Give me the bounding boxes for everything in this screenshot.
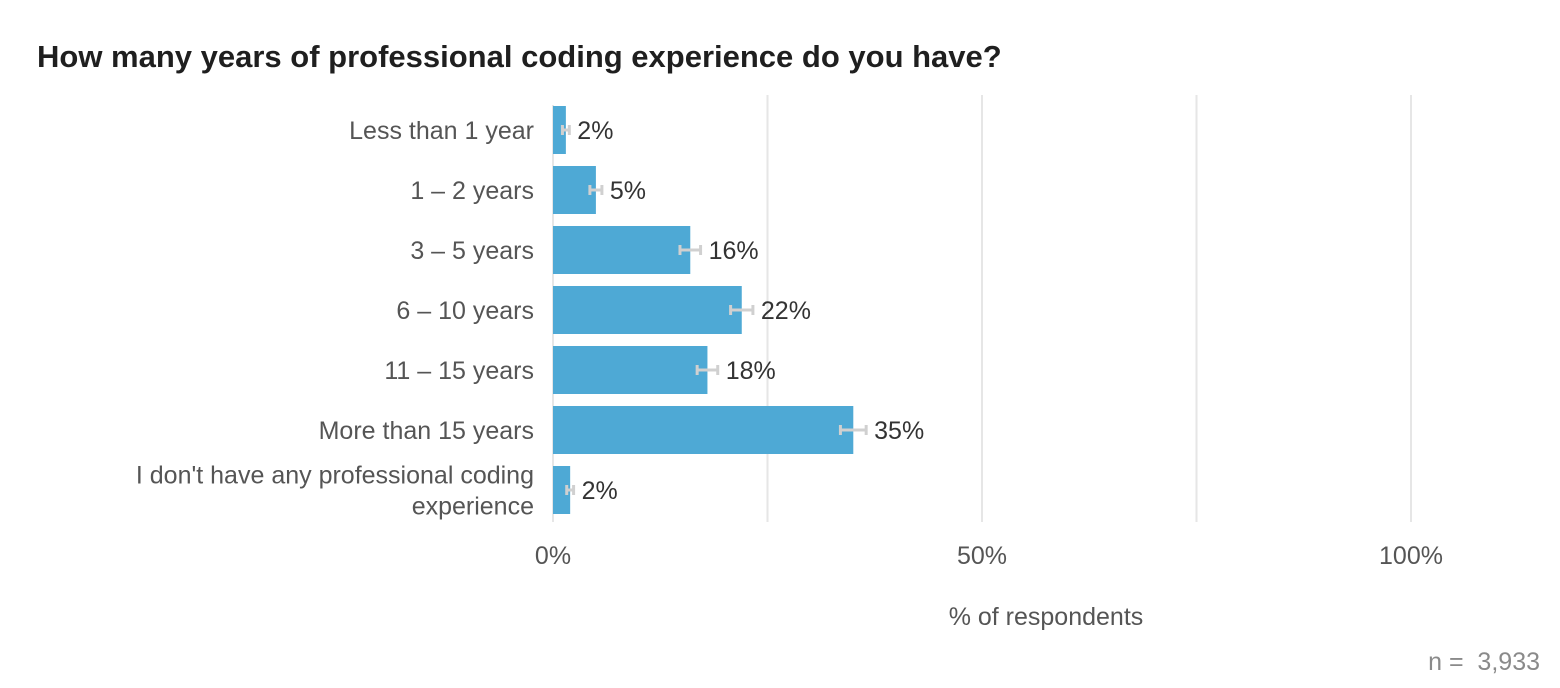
bar xyxy=(553,406,854,454)
category-label: I don't have any professional coding expe… xyxy=(136,462,534,521)
error-bar xyxy=(678,245,703,255)
bars: 2% Less than 1 year 5% 1 – 2 years 16% 3 – 5 … xyxy=(136,106,924,521)
sample-size-label: n = 3,933 xyxy=(1428,648,1540,676)
bar xyxy=(553,226,691,274)
error-bar xyxy=(560,125,571,135)
value-label: 2% xyxy=(582,477,618,505)
bar xyxy=(553,106,566,154)
value-label: 2% xyxy=(577,117,613,145)
error-bar xyxy=(565,485,576,495)
category-label: 6 – 10 years xyxy=(396,297,534,325)
category-label: Less than 1 year xyxy=(349,117,534,145)
error-bar xyxy=(729,305,755,315)
x-axis-ticks: 0% 50% 100% xyxy=(535,542,1443,570)
category-label: 1 – 2 years xyxy=(410,177,534,205)
bar xyxy=(553,466,571,514)
value-label: 16% xyxy=(709,237,759,265)
bar xyxy=(553,346,708,394)
category-label: 3 – 5 years xyxy=(410,237,534,265)
value-label: 5% xyxy=(610,177,646,205)
category-label: 11 – 15 years xyxy=(384,357,534,385)
x-tick-label: 100% xyxy=(1379,542,1443,570)
value-label: 22% xyxy=(761,297,811,325)
value-label: 18% xyxy=(726,357,776,385)
error-bar xyxy=(588,185,604,195)
value-label: 35% xyxy=(874,417,924,445)
x-tick-label: 50% xyxy=(957,542,1007,570)
error-bar xyxy=(695,365,720,375)
chart-title: How many years of professional coding ex… xyxy=(37,39,1002,74)
x-tick-label: 0% xyxy=(535,542,571,570)
x-axis-title: % of respondents xyxy=(949,603,1144,631)
category-label: More than 15 years xyxy=(319,417,534,445)
error-bar xyxy=(838,425,868,435)
bar xyxy=(553,286,742,334)
